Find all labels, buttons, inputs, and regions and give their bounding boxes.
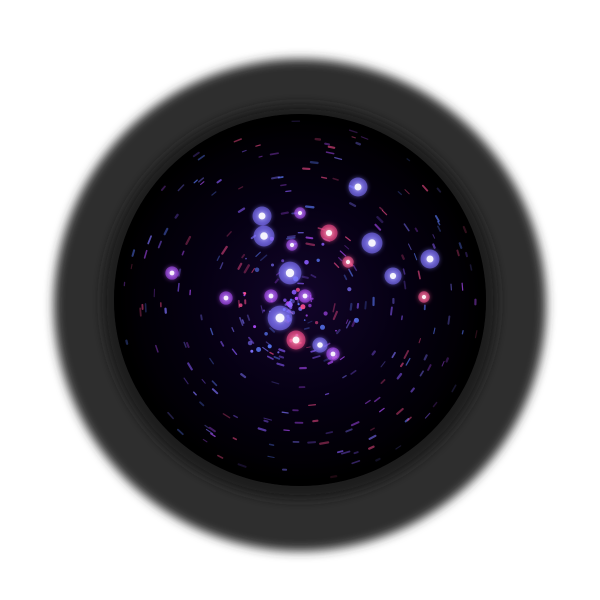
star-cluster-icon [114, 114, 486, 486]
lens-vignette [114, 114, 486, 486]
